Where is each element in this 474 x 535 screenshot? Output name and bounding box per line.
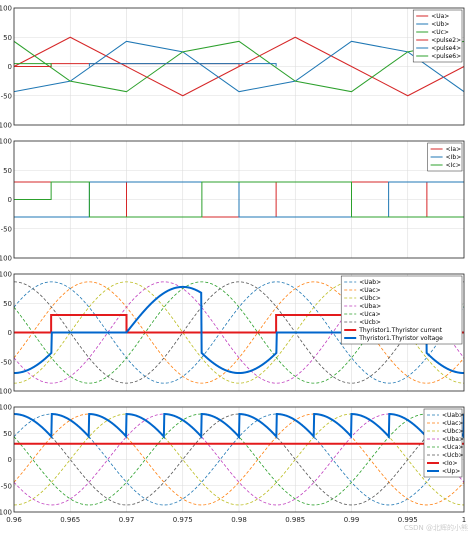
y-tick-label: 100 [0,138,12,146]
legend: <Ua><Ub><Uc><pulse2><pulse4><pulse6> [412,9,463,63]
series-group [14,413,464,506]
axes-frame [13,140,465,259]
legend-label: <Ic> [446,162,461,169]
legend-label: <pulse2> [431,37,461,44]
y-tick-label: 0 [8,196,12,204]
series-ub [14,40,464,93]
series-ucb [14,413,464,506]
legend-label: <Uac> [442,420,463,427]
legend-label: <Uba> [442,436,464,443]
legend-label: <pulse6> [431,53,461,60]
y-tick-label: 50 [3,430,12,438]
x-tick-label: 0.985 [285,516,305,524]
x-tick-label: 1 [462,516,466,524]
y-tick-label: -100 [0,388,12,396]
y-tick-label: 50 [3,300,12,308]
legend-label: <Uba> [359,303,381,310]
y-tick-label: -100 [0,509,12,517]
legend-label: <Ucb> [359,319,381,326]
legend: <Uab><Uac><Ubc><Uba><Uca><Ucb>Thyristor1… [340,275,463,345]
series-pulse4 [88,63,277,67]
y-tick-label: -100 [0,255,12,263]
y-tick-label: 100 [0,404,12,412]
chart-panel-2: 100 50 0 -50 -100 <Ia><Ib><Ic> [0,138,465,263]
series-pulse6 [14,63,52,67]
legend-label: <Ua> [431,13,449,20]
x-tick-label: 0.99 [344,516,360,524]
legend-label: <Uac> [359,287,380,294]
legend-label: <Ia> [446,146,462,153]
legend-label: <Uab> [442,412,464,419]
y-tick-label: 50 [3,34,12,42]
x-tick-label: 0.97 [119,516,135,524]
legend-label: <Uab> [359,279,381,286]
y-tick-label: -50 [1,482,12,490]
legend: <Uab><Uac><Ubc><Uba><Uca><Ucb><Io><Up> [423,408,464,478]
axes-frame [13,273,465,392]
series-group [14,181,464,218]
y-tick-label: 100 [0,271,12,279]
legend-label: <Ubc> [442,428,464,435]
legend-label: <Uc> [431,29,449,36]
legend-box [412,9,463,63]
chart-panel-1: 100 50 0 -50 -100 <Ua><Ub><Uc><pulse2><pulse4… [0,5,465,130]
series-ucb [14,281,464,384]
legend-label: <Up> [442,468,460,475]
y-tick-label: -50 [1,358,12,366]
series-up [14,413,464,440]
legend-label: <Ib> [446,154,462,161]
watermark: CSDN @北辉的小熊 [404,523,468,532]
y-tick-label: 0 [8,63,12,71]
y-tick-label: -50 [1,92,12,100]
axes-frame [13,406,465,513]
y-tick-label: 0 [8,456,12,464]
x-tick-label: 0.98 [231,516,247,524]
legend-label: <Ubc> [359,295,381,302]
legend-label: <Ub> [431,21,449,28]
x-tick-label: 0.975 [173,516,193,524]
legend-label: <Ucb> [442,452,464,459]
y-tick-label: 50 [3,167,12,175]
legend-label: <Io> [442,460,458,467]
series-ic [14,181,464,218]
y-tick-label: 100 [0,5,12,13]
chart-panel-3: 100 50 0 -50 -100 <Uab><Uac><Ubc><Uba><Uca><U… [0,271,465,396]
series-group [14,36,464,97]
x-tick-label: 0.96 [6,516,22,524]
legend-label: Thyristor1.Thyristor current [358,327,442,334]
series-uc [14,40,464,93]
legend-box [423,408,463,478]
axes-frame [13,7,465,126]
legend-label: <Uca> [442,444,463,451]
x-tick-label: 0.965 [60,516,80,524]
y-tick-label: -100 [0,122,12,130]
legend: <Ia><Ib><Ic> [427,142,463,172]
legend-label: Thyristor1.Thyristor voltage [358,335,443,342]
legend-box [340,275,463,345]
legend-label: <pulse4> [431,45,461,52]
y-tick-label: 0 [8,329,12,337]
legend-label: <Uca> [359,311,380,318]
x-tick-label: 0.995 [398,516,418,524]
y-tick-label: -50 [1,225,12,233]
